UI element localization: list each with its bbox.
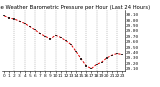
Title: Milwaukee Weather Barometric Pressure per Hour (Last 24 Hours): Milwaukee Weather Barometric Pressure pe… bbox=[0, 5, 150, 10]
